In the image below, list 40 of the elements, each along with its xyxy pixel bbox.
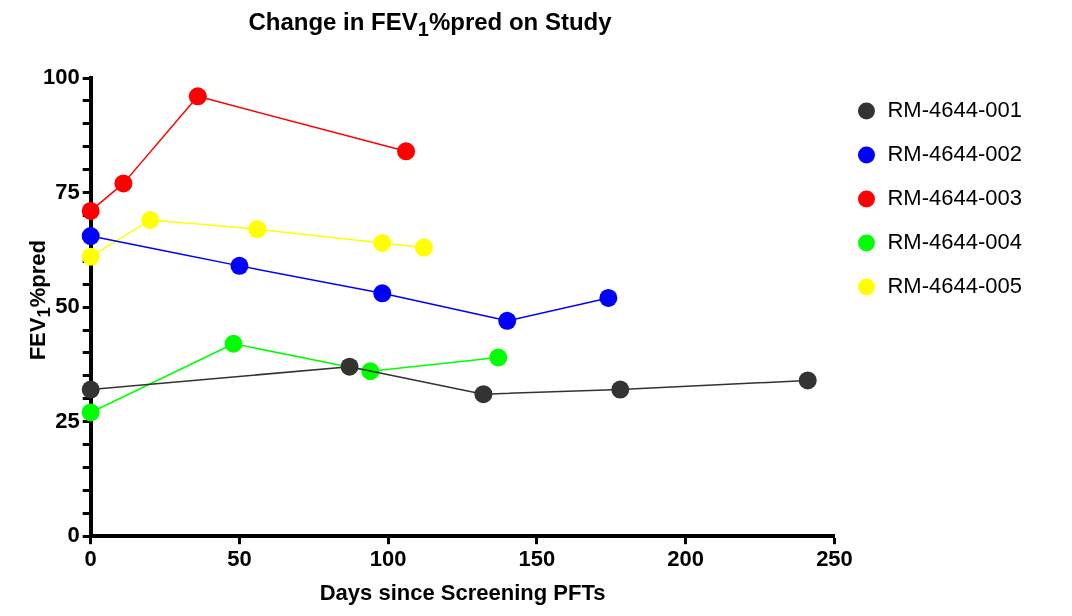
x-tick-label: 100	[369, 546, 407, 572]
x-tick-label: 50	[227, 546, 252, 572]
point	[114, 174, 133, 193]
point	[188, 87, 207, 106]
legend-label: RM-4644-001	[887, 97, 1022, 123]
point	[489, 348, 508, 367]
point	[474, 385, 493, 404]
y-tick-label: 0	[67, 522, 80, 548]
x-axis-title: Days since Screening PFTs	[319, 579, 606, 605]
point	[599, 288, 618, 307]
point	[81, 403, 100, 422]
y-tick-label: 50	[55, 293, 80, 319]
legend-label: RM-4644-005	[887, 273, 1022, 299]
x-tick-label: 150	[518, 546, 556, 572]
point	[224, 334, 243, 353]
y-tick-label: 25	[55, 407, 80, 433]
y-tick-label: 75	[55, 178, 80, 204]
point	[397, 142, 416, 161]
point	[611, 380, 630, 399]
point	[230, 256, 249, 275]
point	[798, 371, 817, 390]
point	[248, 220, 267, 239]
point	[498, 311, 517, 330]
point	[81, 247, 100, 266]
chart-title: Change in FEV$_{1}$%pred on Study	[247, 8, 613, 41]
x-tick-label: 0	[84, 546, 97, 572]
x-tick-label: 250	[816, 546, 853, 572]
y-tick-label: 100	[42, 64, 80, 90]
point	[373, 233, 392, 252]
legend-label: RM-4644-003	[887, 185, 1022, 211]
point	[414, 238, 433, 257]
point	[81, 380, 100, 399]
point	[141, 211, 160, 230]
legend-label: RM-4644-004	[887, 229, 1022, 255]
point	[340, 357, 359, 376]
point	[373, 284, 392, 303]
legend-label: RM-4644-002	[887, 141, 1022, 167]
x-tick-label: 200	[667, 546, 705, 572]
point	[81, 227, 100, 246]
point	[81, 201, 100, 220]
